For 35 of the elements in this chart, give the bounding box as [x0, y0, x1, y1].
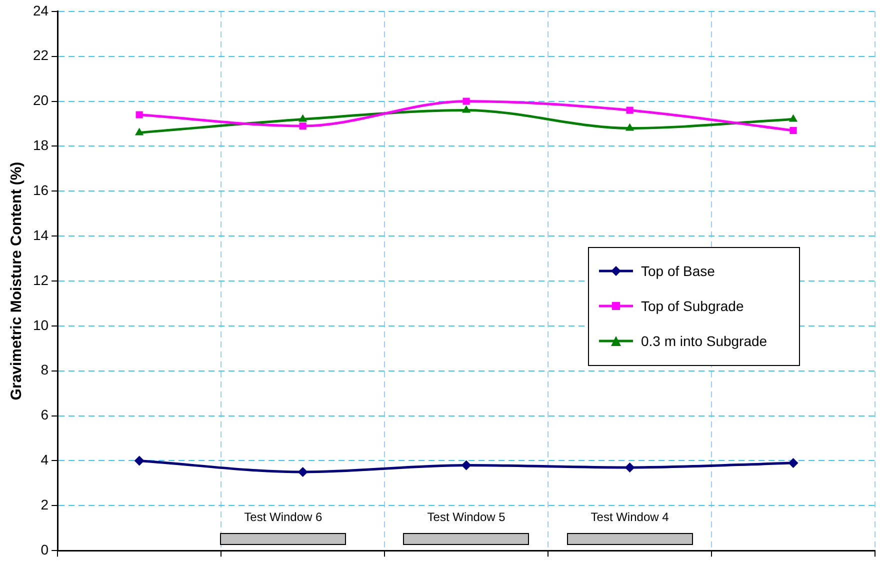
y-tick-label: 12 — [32, 272, 49, 288]
y-tick-label: 20 — [32, 92, 49, 108]
point — [298, 466, 308, 477]
annotation: Test Window 5 — [427, 510, 506, 524]
y-tick-label: 18 — [32, 137, 49, 154]
point — [625, 123, 634, 131]
point — [461, 460, 472, 470]
point — [626, 106, 634, 114]
annotation: Test Window 6 — [244, 510, 322, 524]
y-tick-label: 0 — [40, 541, 49, 558]
legend-label: 0.3 m into Subgrade — [641, 333, 768, 349]
point — [462, 98, 470, 105]
y-tick-label: 24 — [32, 2, 49, 18]
point — [134, 456, 144, 466]
point — [788, 458, 798, 468]
y-tick-label: 14 — [32, 226, 49, 243]
legend-label: Top of Subgrade — [641, 298, 744, 314]
y-axis-title: Gravimetric Moisture Content (%) — [8, 162, 26, 400]
y-tick-label: 6 — [40, 406, 49, 423]
point — [299, 122, 306, 130]
y-tick-label: 4 — [40, 452, 49, 468]
point — [788, 114, 798, 122]
y-tick-label: 10 — [32, 316, 49, 333]
point — [624, 462, 635, 472]
y-tick-label: 16 — [32, 182, 49, 198]
point — [790, 126, 797, 134]
y-tick-label: 8 — [40, 362, 49, 378]
point — [134, 128, 144, 136]
legend-label: Top of Base — [641, 263, 715, 279]
point — [136, 111, 143, 118]
y-tick-label: 2 — [40, 496, 49, 513]
y-tick-label: 22 — [32, 47, 49, 64]
point — [298, 114, 308, 122]
point — [462, 105, 471, 113]
annotation: Test Window 4 — [590, 510, 669, 524]
